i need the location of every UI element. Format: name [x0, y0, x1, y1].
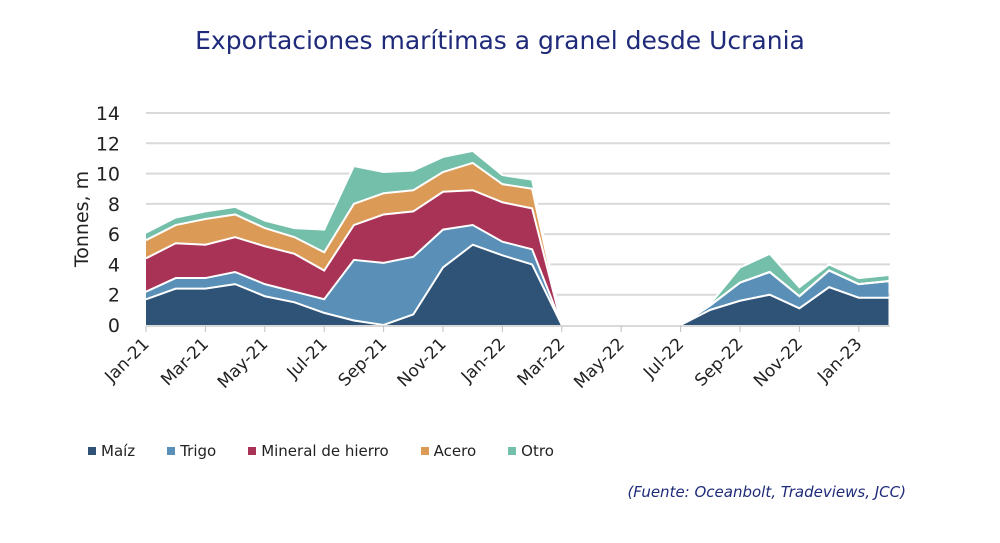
series-boundary	[145, 243, 563, 327]
x-tick-label: Jan-22	[457, 334, 510, 387]
x-tick-label: Jan-21	[101, 334, 154, 387]
y-tick-label: 14	[96, 103, 120, 125]
y-tick-label: 6	[108, 224, 120, 246]
series-boundary	[145, 224, 563, 326]
x-tick-label: Mar-21	[157, 334, 213, 390]
y-axis-label: Tonnes, m	[71, 171, 93, 268]
source-note: (Fuente: Oceanbolt, Tradeviews, JCC)	[627, 483, 906, 501]
chart-title: Exportaciones marítimas a granel desde U…	[195, 26, 805, 55]
y-tick-label: 2	[108, 285, 120, 307]
area-trigo	[680, 270, 889, 325]
area-maíz	[680, 287, 889, 325]
legend-item: Acero	[420, 442, 477, 460]
series-boundary	[145, 189, 563, 326]
area-otro	[680, 253, 889, 325]
y-tick-label: 12	[96, 133, 120, 155]
legend-label: Maíz	[101, 442, 136, 460]
legend-label: Mineral de hierro	[261, 442, 389, 460]
y-tick-label: 8	[108, 194, 120, 216]
x-tick-label: Sep-22	[691, 334, 747, 390]
legend-item: Mineral de hierro	[248, 442, 389, 460]
legend-label: Trigo	[180, 442, 217, 460]
series-boundary	[680, 252, 889, 326]
legend-swatch	[248, 447, 257, 455]
series-boundary	[145, 161, 563, 326]
area-trigo	[146, 225, 562, 325]
area-mineral-de-hierro	[146, 190, 562, 325]
legend-swatch	[88, 447, 96, 455]
legend-swatch	[420, 447, 429, 455]
y-tick-label: 4	[108, 254, 120, 276]
x-tick-label: Nov-21	[394, 334, 451, 391]
legend-label: Acero	[433, 442, 477, 460]
series-boundary	[680, 269, 889, 326]
legend: Maíz Trigo Mineral de hierro Acero Otro	[88, 442, 586, 460]
x-tick-label: Sep-21	[335, 334, 391, 390]
area-otro	[146, 150, 562, 325]
y-tick-label: 0	[108, 315, 120, 337]
x-tick-label: Jul-22	[639, 334, 688, 383]
series-boundary	[145, 149, 563, 326]
x-tick-label: May-22	[570, 334, 628, 392]
x-tick-label: Nov-22	[750, 334, 807, 391]
legend-label: Otro	[521, 442, 554, 460]
legend-item: Otro	[508, 442, 554, 460]
x-tick-label: Jan-23	[813, 334, 866, 387]
legend-item: Trigo	[167, 442, 216, 460]
legend-swatch	[167, 447, 176, 455]
area-maíz	[146, 244, 562, 325]
legend-item: Maíz	[88, 442, 135, 460]
legend-swatch	[508, 447, 517, 455]
y-tick-label: 10	[96, 164, 120, 186]
x-tick-label: Jul-21	[283, 334, 332, 383]
series-boundary	[680, 286, 889, 326]
x-tick-label: Mar-22	[514, 334, 570, 390]
x-tick-label: May-21	[214, 334, 272, 392]
